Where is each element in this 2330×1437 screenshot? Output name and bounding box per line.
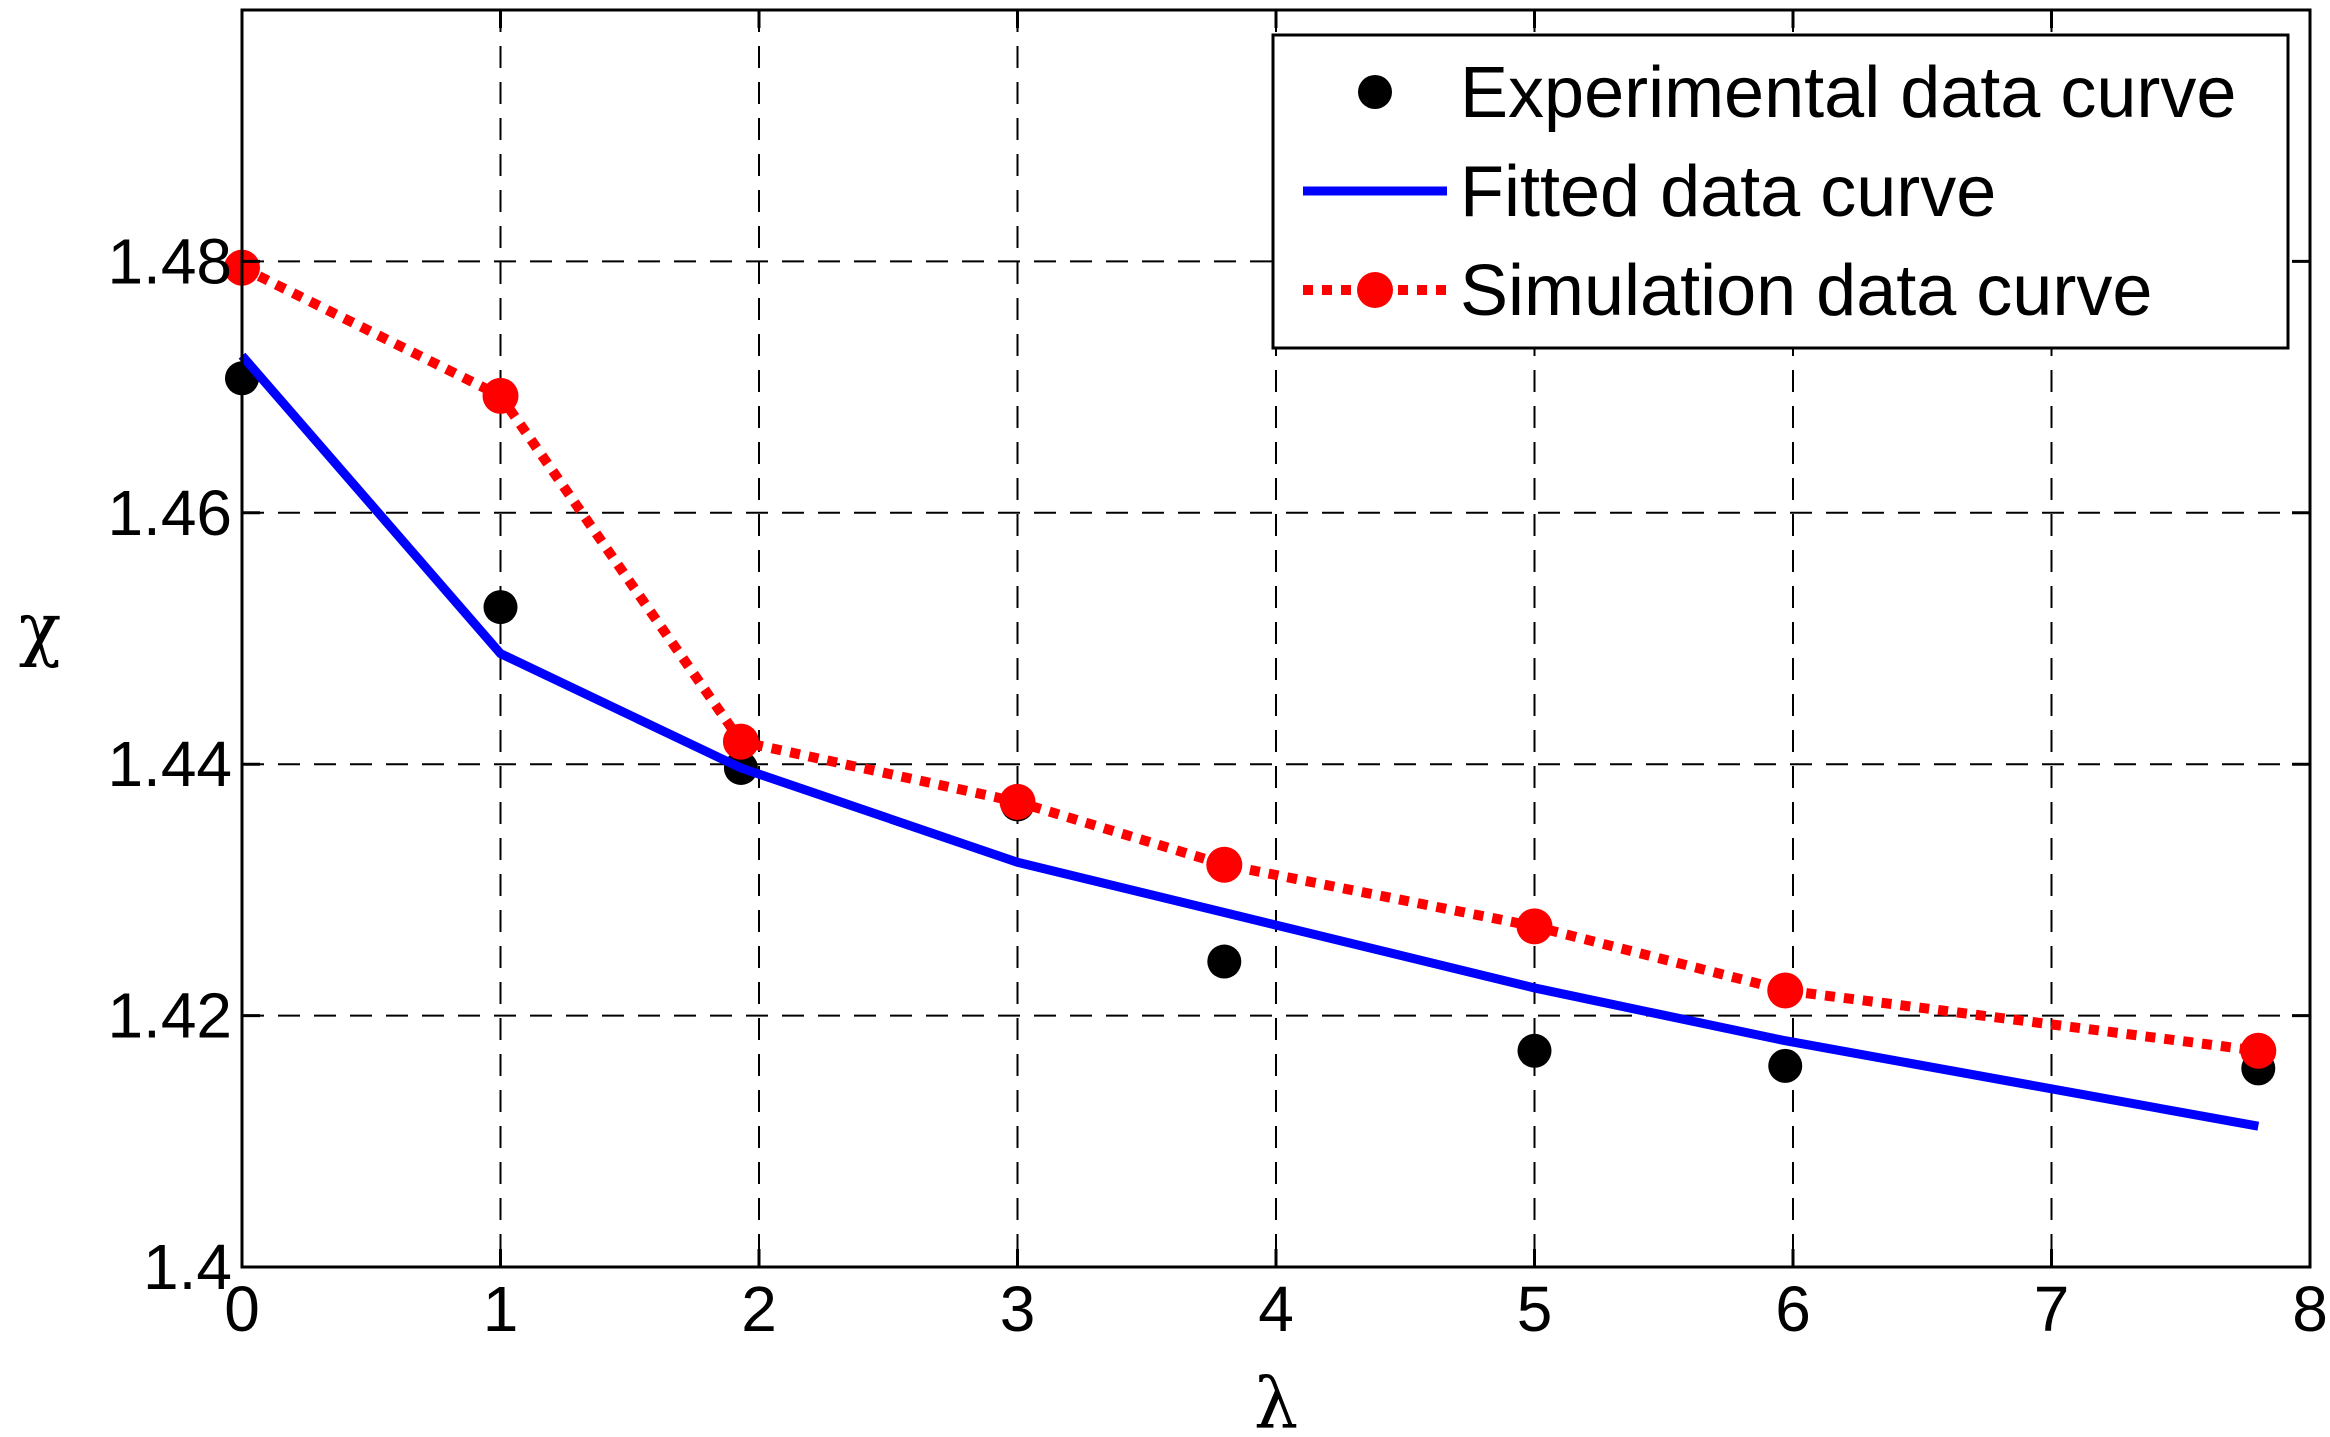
y-tick-label: 1.44 (107, 728, 232, 800)
x-tick-label: 6 (1775, 1273, 1811, 1345)
y-tick-label: 1.4 (143, 1231, 232, 1303)
experimental-data-point (1207, 944, 1242, 979)
simulation-data-point (1767, 972, 1804, 1009)
x-tick-label: 2 (741, 1273, 777, 1345)
legend-entries: Experimental data curve Fitted data curve… (1303, 53, 2236, 331)
x-tick-label: 7 (2034, 1273, 2070, 1345)
legend-label: Fitted data curve (1460, 152, 1996, 232)
simulation-data-point (999, 783, 1036, 820)
axis-ticks (240, 10, 2312, 1269)
x-tick-label: 3 (1000, 1273, 1036, 1345)
fitted-data-line (238, 352, 2260, 1131)
x-tick-label: 0 (224, 1273, 260, 1345)
y-tick-label: 1.46 (107, 477, 232, 549)
legend: Experimental data curve Fitted data curve… (1271, 33, 2290, 350)
experimental-data-point (1768, 1048, 1803, 1083)
legend-label: Experimental data curve (1460, 53, 2236, 133)
y-tick-label: 1.48 (107, 225, 232, 297)
series-layer (224, 249, 2277, 1131)
simulation-data-point (1516, 908, 1553, 945)
simulation-data-point (722, 723, 759, 760)
y-tick-label: 1.42 (107, 980, 232, 1052)
experimental-data-point (483, 590, 518, 625)
x-tick-label: 8 (2292, 1273, 2328, 1345)
legend-symbol-experimental (1358, 75, 1392, 109)
simulation-data-point (1206, 846, 1243, 883)
y-tick-labels: 1.4 1.42 1.44 1.46 1.48 (107, 225, 232, 1303)
x-tick-label: 4 (1258, 1273, 1294, 1345)
x-tick-label: 1 (483, 1273, 519, 1345)
legend-label: Simulation data curve (1460, 251, 2152, 331)
x-axis-label: λ (1254, 1363, 1298, 1437)
simulation-data-point (2240, 1032, 2277, 1069)
x-tick-labels: 0 1 2 3 4 5 6 7 8 (224, 1273, 2328, 1345)
legend-symbol-simulation-marker (1357, 272, 1393, 308)
experimental-data-point (1517, 1033, 1552, 1068)
simulation-data-point (482, 377, 519, 414)
y-axis-label: χ (19, 588, 61, 670)
x-tick-label: 5 (1517, 1273, 1553, 1345)
